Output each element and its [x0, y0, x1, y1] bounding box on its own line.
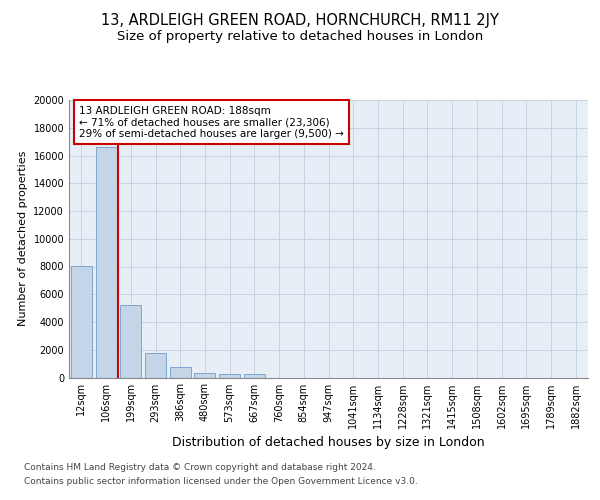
Text: Contains HM Land Registry data © Crown copyright and database right 2024.: Contains HM Land Registry data © Crown c… — [24, 464, 376, 472]
Text: Size of property relative to detached houses in London: Size of property relative to detached ho… — [117, 30, 483, 43]
Y-axis label: Number of detached properties: Number of detached properties — [18, 151, 28, 326]
Text: 13, ARDLEIGH GREEN ROAD, HORNCHURCH, RM11 2JY: 13, ARDLEIGH GREEN ROAD, HORNCHURCH, RM1… — [101, 12, 499, 28]
Bar — [71, 266, 92, 378]
Bar — [95, 147, 116, 378]
Bar — [170, 367, 191, 378]
Bar — [194, 372, 215, 378]
Bar — [219, 374, 240, 378]
Text: 13 ARDLEIGH GREEN ROAD: 188sqm
← 71% of detached houses are smaller (23,306)
29%: 13 ARDLEIGH GREEN ROAD: 188sqm ← 71% of … — [79, 106, 344, 138]
Bar — [145, 352, 166, 378]
Bar — [120, 304, 141, 378]
Bar — [244, 374, 265, 378]
Text: Contains public sector information licensed under the Open Government Licence v3: Contains public sector information licen… — [24, 477, 418, 486]
X-axis label: Distribution of detached houses by size in London: Distribution of detached houses by size … — [172, 436, 485, 449]
